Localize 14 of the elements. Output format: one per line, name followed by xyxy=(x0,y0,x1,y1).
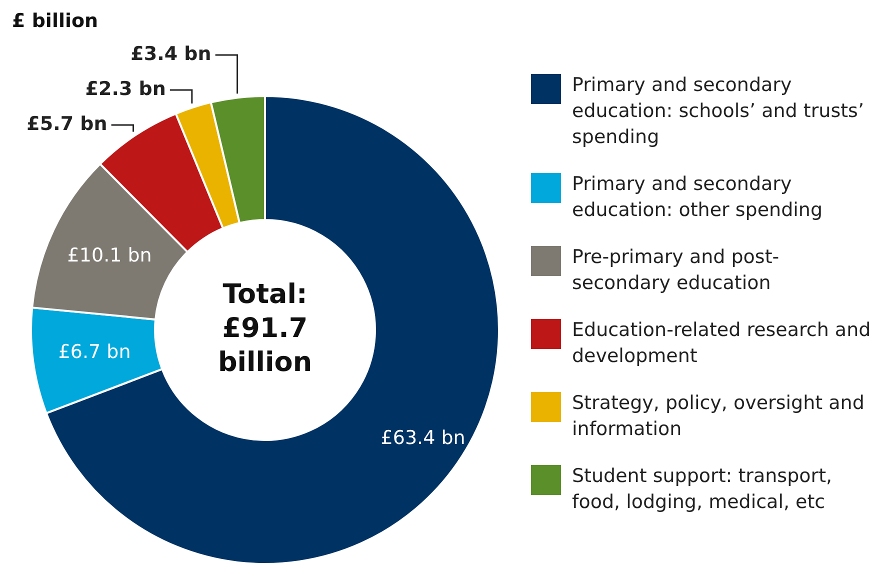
data-label: £3.4 bn xyxy=(130,42,212,65)
legend-label: Education-related research and development xyxy=(572,318,871,369)
legend-label: Student support: transport, food, lodging, medical, etc xyxy=(572,464,834,515)
legend-label: Pre-primary and post-secondary education xyxy=(572,245,780,296)
legend-label: Strategy, policy, oversight and information xyxy=(572,391,866,442)
data-label: £10.1 bn xyxy=(67,244,152,266)
data-label: £5.7 bn xyxy=(26,112,108,135)
chart-title: £ billion xyxy=(12,10,98,32)
data-label: £2.3 bn xyxy=(85,78,166,100)
data-label: £6.7 bn xyxy=(58,340,131,363)
legend-label: Primary and secondary education: schools’ and trusts’ spending xyxy=(572,73,865,150)
legend-label: Primary and secondary education: other spending xyxy=(572,172,824,223)
text: Total: £91.7 billion xyxy=(218,279,312,378)
data-label: £63.4 bn xyxy=(380,426,466,449)
